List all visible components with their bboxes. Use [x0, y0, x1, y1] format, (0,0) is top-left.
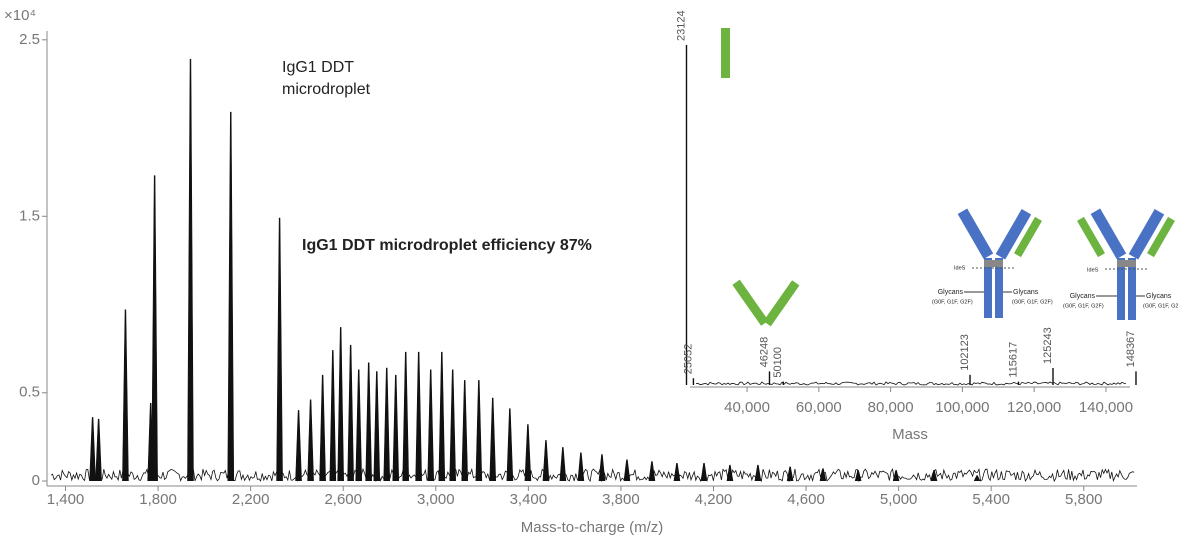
x-tick-label: 100,000	[935, 399, 989, 416]
peak	[295, 410, 302, 482]
peak	[461, 380, 469, 482]
peak	[475, 380, 483, 482]
peak	[319, 374, 326, 482]
diagram-label: Glycans	[1146, 293, 1172, 300]
diagram-label: (G0F, G1F, G2F)	[1063, 303, 1104, 309]
diagram-label: Glycans	[1070, 293, 1096, 300]
x-tick-label: 3,400	[510, 491, 548, 508]
peak	[402, 351, 410, 482]
x-tick-label: 4,600	[787, 491, 825, 508]
peak	[623, 459, 631, 482]
peak	[427, 369, 434, 482]
annotation: IgG1 DDT microdroplet efficiency 87%	[302, 237, 592, 254]
peak	[648, 461, 656, 482]
x-tick-label: 2,200	[232, 491, 270, 508]
x-tick-label: 3,000	[417, 491, 455, 508]
peak	[365, 362, 372, 482]
peak	[754, 464, 762, 482]
peak	[355, 369, 363, 482]
peak	[329, 350, 337, 482]
peak	[598, 454, 606, 482]
peak-label: 102123	[959, 334, 971, 371]
peak	[726, 464, 734, 482]
peak	[542, 440, 550, 482]
peak	[151, 175, 158, 482]
peak	[786, 466, 794, 482]
peak	[307, 399, 314, 482]
peak	[673, 463, 681, 482]
x-tick-label: 140,000	[1079, 399, 1133, 416]
x-tick-label: 4,200	[695, 491, 733, 508]
peak	[819, 468, 827, 482]
baseline-noise	[50, 467, 1135, 483]
diagram-label: Glycans	[938, 289, 964, 296]
diagram-label: (G0F, G1F, G2	[1143, 303, 1178, 309]
x-tick-label: 5,400	[972, 491, 1010, 508]
peak-label: 50100	[772, 347, 784, 378]
peak	[973, 475, 981, 482]
x-tick-label: 1,800	[139, 491, 177, 508]
fragment-icons	[721, 28, 1175, 327]
peak	[392, 374, 400, 482]
baseline-noise	[695, 381, 1127, 386]
x-tick-label: 2,600	[324, 491, 362, 508]
peak-label: 25052	[682, 344, 694, 375]
peak-label: 125243	[1042, 327, 1054, 364]
diagram-label: (G0F, G1F, G2F)	[1012, 299, 1053, 305]
x-tick-label: 5,800	[1065, 491, 1103, 508]
x-axis-label: Mass-to-charge (m/z)	[521, 519, 664, 536]
peak	[415, 351, 422, 482]
x-tick-label: 80,000	[868, 399, 914, 416]
peak	[276, 217, 283, 482]
peak	[930, 470, 938, 482]
y-tick-label: 0	[32, 472, 40, 489]
x-tick-label: 40,000	[724, 399, 770, 416]
peak	[383, 367, 391, 482]
x-tick-label: 120,000	[1007, 399, 1061, 416]
peak	[373, 371, 381, 482]
peak	[227, 111, 235, 482]
peak	[489, 397, 497, 482]
y-scale-label: ×10⁴	[4, 7, 36, 24]
diagram-label: IdeS	[1087, 267, 1099, 273]
peak	[347, 344, 354, 482]
peak	[506, 408, 514, 482]
peak-label: 115617	[1007, 342, 1019, 378]
peak	[524, 424, 532, 482]
peak	[854, 470, 862, 482]
x-tick-label: 3,800	[602, 491, 640, 508]
peak	[700, 463, 708, 482]
peak	[89, 417, 96, 482]
diagram-label: IdeS	[954, 265, 966, 271]
x-axis-label: Mass	[892, 426, 928, 443]
annotation: IgG1 DDT	[282, 59, 354, 76]
peak	[337, 327, 344, 482]
peak	[577, 452, 585, 482]
x-tick-label: 1,400	[47, 491, 85, 508]
annotation: microdroplet	[282, 81, 371, 98]
peak	[187, 58, 194, 482]
diagram-label: Glycans	[1013, 289, 1039, 296]
peak-label: 46248	[758, 337, 770, 368]
peak	[438, 351, 446, 482]
peak	[449, 369, 456, 482]
y-tick-label: 1.5	[19, 207, 40, 224]
x-tick-label: 60,000	[796, 399, 842, 416]
peak-label: 148367	[1125, 331, 1137, 368]
peak	[95, 418, 102, 482]
diagram-label: (G0F, G1F, G2F)	[932, 299, 973, 305]
peak	[559, 447, 567, 482]
x-tick-label: 5,000	[880, 491, 918, 508]
y-tick-label: 0.5	[19, 384, 40, 401]
y-tick-label: 2.5	[19, 31, 40, 48]
peak	[122, 309, 129, 482]
peak-label: 23124	[675, 10, 687, 41]
peak	[892, 470, 900, 482]
